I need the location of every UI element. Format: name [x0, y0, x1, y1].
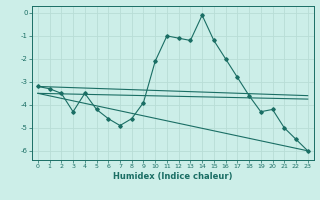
X-axis label: Humidex (Indice chaleur): Humidex (Indice chaleur) — [113, 172, 233, 181]
